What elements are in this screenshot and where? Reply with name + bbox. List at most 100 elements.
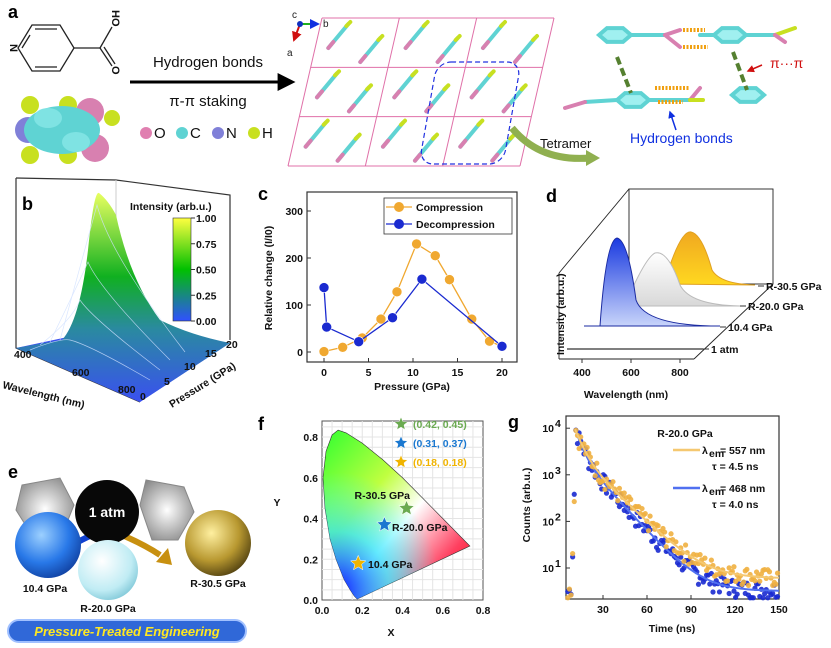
lattice-line [287,17,323,167]
lattice-molecule-o [358,54,368,64]
lattice-molecule-h [499,20,507,28]
x-tick-label: 15 [452,367,464,379]
x-tick-label: 10 [407,367,419,379]
y-tick-label: 10 [542,423,554,435]
legend-lambda-sub: em [709,486,724,498]
engineering-banner [7,619,247,643]
decay-data-point [615,498,621,504]
plot-frame [306,191,518,363]
y-tick-exponent: 2 [555,511,561,523]
data-point-compression [337,341,348,353]
panel-label-b: b [22,194,33,214]
colorbar-ticks: 1.00 0.75 0.50 0.25 0.00 [191,213,217,328]
atom-o-label: O [109,66,121,75]
data-point-decompression [318,282,330,293]
decay-data-point [745,582,752,588]
sample-1-atm [75,480,139,544]
legend-label: Decompression [416,219,495,231]
decay-data-point [744,566,750,572]
lattice-molecule-h [353,132,362,141]
axis-b-label: b [323,19,329,30]
decay-data-point [741,579,747,585]
series-label: 10.4 GPa [728,322,773,334]
x-tick-label: 60 [641,604,653,616]
panel-b: b Intensity (arb.u.) 1.00 0.75 0.50 0.25 0.0… [1,177,238,411]
decay-data-point [616,485,623,491]
lattice-molecule-o [413,152,422,163]
legend-lifetime: τ = 4.5 ns [712,461,759,473]
decay-data-point [726,590,732,597]
colorbar-tick-label: 1.00 [196,213,217,225]
legend-coords: (0.18, 0.18) [413,457,467,469]
panel-label-c: c [258,184,268,204]
decay-data-point [752,578,758,584]
decay-data-point [610,479,616,485]
y-axis-label: Counts (arb.u.) [521,468,533,543]
panel-label-g: g [508,412,519,432]
lattice-molecule-o [303,138,313,149]
y-tick-label: 0.0 [303,595,318,607]
decay-data-point [716,589,723,595]
x-tick-label: 150 [770,604,788,616]
pi-pi-label: π···π [770,55,804,71]
tetramer-arrowhead [586,150,600,166]
lattice-molecule-o [490,152,500,163]
chart-title: R-20.0 GPa [657,428,713,440]
panel-e: e 1 atm 10.4 GPa R-20.0 GPa R-30.5 GPa P… [7,462,251,643]
decay-data-point [702,555,708,561]
data-point-decompression [353,336,365,347]
decay-data-point [668,531,674,537]
arrowhead-gold [156,548,172,565]
data-point-compression [375,313,387,325]
x-tick-label: 0.2 [355,605,370,617]
box-back [15,177,231,340]
decay-data-point [766,569,773,575]
panel-f: f 0.0 0.2 0.4 0.6 0.8 0.0 0.2 0.4 0.6 0.8 X Y R-30.5… [258,414,490,639]
decay-data-point [753,569,760,575]
hydrogen-bonds-label: Hydrogen bonds [630,130,733,146]
series-labels: 1 atm 10.4 GPa R-20.0 GPa R-30.5 GPa [703,281,822,356]
panel-label-e: e [8,462,18,482]
pi-stacking-dashes [731,51,749,91]
lattice-molecule-h [531,34,539,42]
y-tick-label: 10 [542,470,554,482]
decay-data-point [655,523,661,529]
x-tick-label: 5 [366,367,372,379]
decay-data-point [773,581,779,587]
decay-data-point [576,445,582,452]
tetramer-bond [663,33,682,49]
decay-data-point [731,564,737,570]
series-label: R-30.5 GPa [766,281,822,293]
decay-data-point [750,595,756,601]
y-tick-label: 0 [140,391,146,403]
lattice-molecule-h [453,34,462,42]
y-tick-label: 10 [542,516,554,528]
series-label: R-20.0 GPa [748,301,804,313]
lattice-molecule-h [431,132,439,141]
data-point-decompression [321,321,332,333]
crystal-lattice [287,17,555,167]
x-tick-label: 120 [726,604,744,616]
data-point-decompression [416,273,428,285]
legend-star [393,435,409,450]
x-axis-label: Wavelength (nm) [1,379,86,411]
atom-ho-label: HO [109,10,121,27]
tetramer-ring [710,26,750,44]
legend-coords: (0.42, 0.45) [413,419,467,431]
lattice-molecule-o [513,54,522,64]
space-filling-model [15,96,120,164]
lattice-molecule-h [333,69,341,78]
y-tick-label: 0.8 [303,432,318,444]
chromaticity-star [349,554,367,571]
lattice-molecule-o [469,89,479,100]
panel-a: a N HO O Hydrogen bonds π-π staking O C N H [7,2,804,167]
decay-data-point [642,510,648,517]
tetramer-model [563,26,797,110]
decay-data-point [757,578,763,584]
lattice-molecule-h [321,118,330,127]
x-tick-label: 600 [72,367,90,379]
